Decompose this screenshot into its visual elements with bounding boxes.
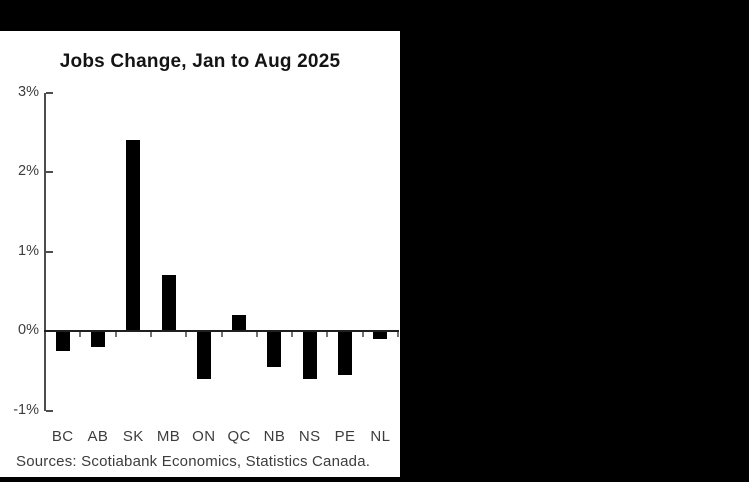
y-axis-label: 2% bbox=[18, 163, 39, 179]
source-note: Sources: Scotiabank Economics, Statistic… bbox=[16, 453, 371, 470]
x-axis-label-sk: SK bbox=[122, 428, 144, 445]
y-axis-tick bbox=[46, 250, 53, 253]
y-axis-tick bbox=[46, 409, 53, 412]
bar-qc bbox=[232, 315, 247, 331]
y-axis-label: 3% bbox=[18, 83, 39, 100]
x-axis-label-pe: PE bbox=[334, 428, 356, 445]
y-axis-line bbox=[44, 92, 46, 411]
y-axis-tick bbox=[46, 171, 53, 173]
x-axis-tick bbox=[397, 332, 399, 337]
x-axis-label-on: ON bbox=[192, 428, 216, 445]
x-axis-line bbox=[44, 330, 399, 332]
bar-nl bbox=[373, 331, 388, 339]
bar-sk bbox=[126, 140, 141, 331]
x-axis-tick bbox=[255, 332, 258, 337]
x-axis-tick bbox=[185, 332, 188, 337]
y-axis-label: 1% bbox=[18, 242, 39, 259]
x-axis-tick bbox=[149, 332, 152, 337]
bar-mb bbox=[161, 275, 176, 331]
bar-pe bbox=[338, 331, 353, 375]
x-axis-label-mb: MB bbox=[156, 428, 181, 445]
chart-title: Jobs Change, Jan to Aug 2025 bbox=[59, 51, 341, 72]
y-axis-label: 0% bbox=[18, 322, 39, 338]
chart-panel: Jobs Change, Jan to Aug 2025 3% 2% 1% 0% -1%… bbox=[0, 31, 400, 477]
x-axis-tick bbox=[114, 332, 117, 337]
bar-on bbox=[196, 331, 211, 379]
x-axis-label-nb: NB bbox=[263, 428, 286, 445]
x-axis-label-bc: BC bbox=[51, 428, 74, 445]
bar-ns bbox=[302, 331, 317, 379]
y-axis-tick bbox=[46, 91, 53, 94]
bar-chart-plot: 3% 2% 1% 0% -1% BC AB SK MB ON QC NB NS PE NL bbox=[0, 31, 400, 477]
x-axis-label-qc: QC bbox=[227, 428, 251, 445]
x-axis-label-ns: NS bbox=[298, 428, 321, 445]
x-axis-label-ab: AB bbox=[87, 428, 109, 445]
x-axis-label-nl: NL bbox=[370, 428, 391, 445]
x-axis-tick bbox=[361, 332, 364, 337]
x-axis-tick bbox=[326, 332, 329, 337]
y-axis-label: -1% bbox=[13, 401, 39, 418]
x-axis-tick bbox=[220, 332, 223, 337]
bar-nb bbox=[267, 331, 282, 367]
bar-bc bbox=[55, 331, 70, 351]
bar-ab bbox=[90, 331, 105, 347]
x-axis-tick bbox=[79, 332, 82, 337]
x-axis-tick bbox=[291, 332, 294, 337]
